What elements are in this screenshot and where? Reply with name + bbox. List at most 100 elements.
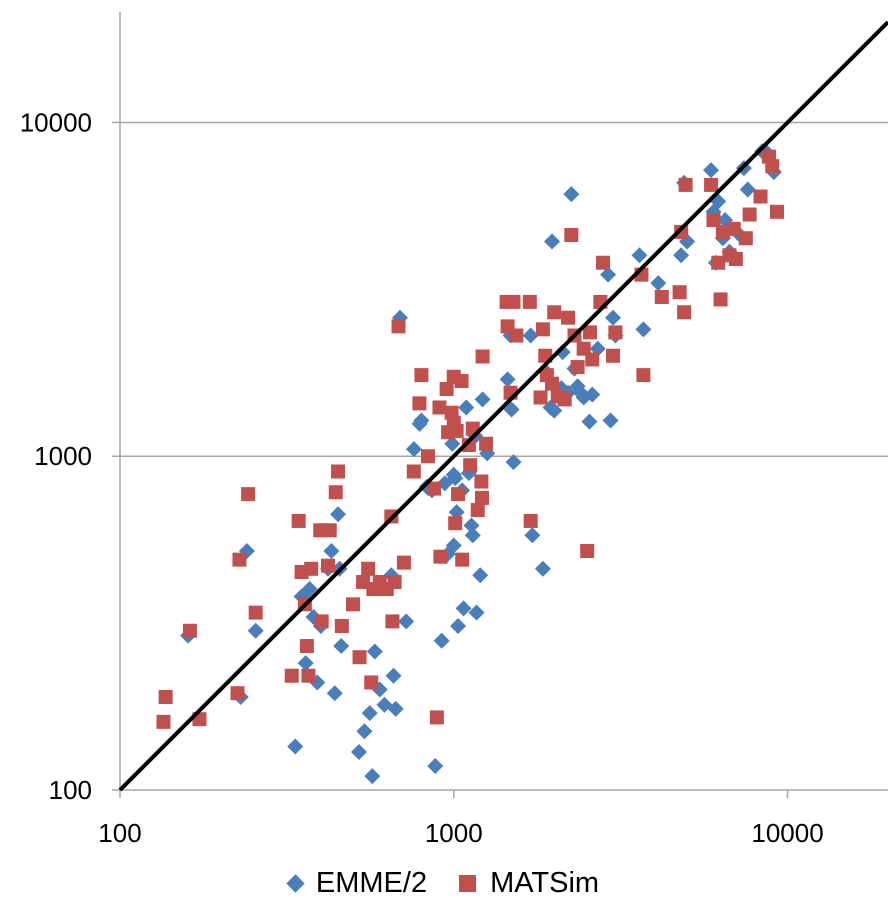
data-point-matsim <box>474 474 489 489</box>
data-point-matsim <box>455 552 470 567</box>
reference-line-layer <box>118 20 888 792</box>
data-point-emme2 <box>458 399 475 416</box>
x-tick-label: 1000 <box>425 818 483 848</box>
data-point-matsim <box>454 374 469 389</box>
data-point-emme2 <box>673 247 690 264</box>
data-point-matsim <box>321 558 336 573</box>
data-point-matsim <box>678 177 693 192</box>
data-point-matsim <box>156 714 171 729</box>
data-point-matsim <box>506 294 521 309</box>
series-1-points <box>156 149 785 729</box>
data-point-matsim <box>711 255 726 270</box>
data-point-matsim <box>608 325 623 340</box>
data-point-matsim <box>583 325 598 340</box>
data-point-emme2 <box>450 618 467 635</box>
data-point-emme2 <box>602 412 619 429</box>
data-point-emme2 <box>522 327 539 344</box>
data-points <box>156 143 785 785</box>
data-point-matsim <box>420 449 435 464</box>
scatter-chart: 100 1000 10000 100 1000 10000 <box>20 12 888 848</box>
legend-square-marker <box>459 874 477 892</box>
data-point-matsim <box>561 310 576 325</box>
data-point-matsim <box>742 207 757 222</box>
data-point-matsim <box>557 392 572 407</box>
data-point-emme2 <box>385 667 402 684</box>
data-point-matsim <box>654 289 669 304</box>
data-point-matsim <box>427 481 442 496</box>
data-point-matsim <box>715 224 730 239</box>
data-point-emme2 <box>333 638 350 655</box>
data-point-matsim <box>463 458 478 473</box>
data-point-matsim <box>509 328 524 343</box>
data-point-emme2 <box>427 758 444 775</box>
reference-line-y-equals-x <box>118 20 888 792</box>
data-point-matsim <box>182 623 197 638</box>
data-point-matsim <box>241 487 256 502</box>
data-point-emme2 <box>563 186 580 203</box>
data-point-matsim <box>429 710 444 725</box>
data-point-emme2 <box>356 723 373 740</box>
legend-label-emme2: EMME/2 <box>315 866 428 899</box>
data-point-matsim <box>533 390 548 405</box>
data-point-matsim <box>385 614 400 629</box>
data-point-matsim <box>738 231 753 246</box>
y-tick-label: 10000 <box>20 107 92 137</box>
data-point-matsim <box>461 438 476 453</box>
data-point-emme2 <box>387 700 404 717</box>
data-point-matsim <box>523 513 538 528</box>
data-point-matsim <box>230 686 245 701</box>
data-point-emme2 <box>503 401 520 418</box>
data-point-emme2 <box>546 402 563 419</box>
data-point-matsim <box>677 305 692 320</box>
data-point-emme2 <box>472 567 489 584</box>
data-point-emme2 <box>605 309 622 326</box>
data-point-matsim <box>334 619 349 634</box>
data-point-matsim <box>439 382 454 397</box>
data-point-matsim <box>545 376 560 391</box>
data-point-matsim <box>364 675 379 690</box>
data-point-emme2 <box>581 413 598 430</box>
data-point-emme2 <box>499 371 516 388</box>
data-point-emme2 <box>366 643 383 660</box>
data-point-matsim <box>580 544 595 559</box>
legend-label-matsim: MATSim <box>490 866 600 899</box>
series-0-points <box>180 143 782 785</box>
data-point-matsim <box>726 221 741 236</box>
data-point-matsim <box>406 464 421 479</box>
data-point-matsim <box>522 294 537 309</box>
data-point-emme2 <box>364 768 381 785</box>
data-point-matsim <box>547 305 562 320</box>
data-point-matsim <box>570 360 585 375</box>
data-point-emme2 <box>447 470 464 487</box>
data-point-matsim <box>433 549 448 564</box>
legend: EMME/2 MATSim <box>0 862 888 904</box>
data-point-emme2 <box>287 738 304 755</box>
data-point-emme2 <box>445 537 462 554</box>
x-tick-label: 100 <box>98 818 141 848</box>
data-point-emme2 <box>455 600 472 617</box>
data-point-emme2 <box>301 581 318 598</box>
legend-diamond-marker <box>286 873 305 893</box>
data-point-matsim <box>248 605 263 620</box>
data-point-matsim <box>535 322 550 337</box>
legend-item-emme2: EMME/2 <box>286 866 428 900</box>
y-tick-label: 1000 <box>34 441 92 471</box>
data-point-emme2 <box>330 506 347 523</box>
legend-item-matsim: MATSim <box>459 867 599 900</box>
data-point-emme2 <box>361 705 378 722</box>
data-point-matsim <box>606 348 621 363</box>
data-point-emme2 <box>474 391 491 408</box>
data-point-matsim <box>704 177 719 192</box>
data-point-matsim <box>232 552 247 567</box>
data-point-emme2 <box>524 527 541 544</box>
data-point-emme2 <box>544 233 561 250</box>
data-point-matsim <box>414 368 429 383</box>
data-point-matsim <box>585 352 600 367</box>
data-point-emme2 <box>468 604 485 621</box>
data-point-matsim <box>596 255 611 270</box>
data-point-matsim <box>479 436 494 451</box>
data-point-matsim <box>470 503 485 518</box>
data-point-matsim <box>346 597 361 612</box>
data-point-emme2 <box>600 266 617 283</box>
